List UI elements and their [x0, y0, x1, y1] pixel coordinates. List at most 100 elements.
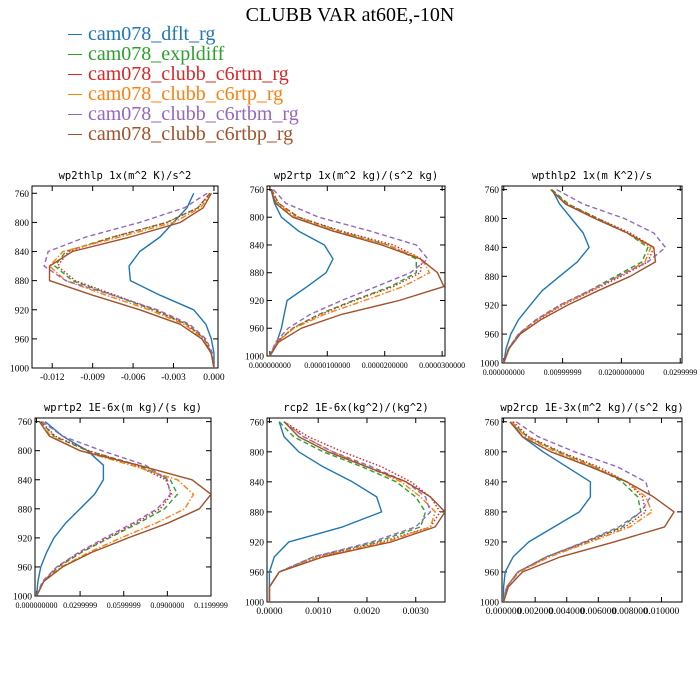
series-line-1-2	[269, 189, 423, 356]
x-tick-label-2-2: 0.0200000000	[598, 368, 644, 377]
series-line-0-4	[43, 192, 215, 368]
legend-label-3: cam078_clubb_c6rtp_rg	[88, 83, 284, 105]
series-line-1-4	[269, 189, 429, 356]
legend-label-1: cam078_expldiff	[88, 43, 225, 65]
series-line-3-2	[35, 421, 173, 596]
series-line-5-3	[502, 421, 653, 602]
x-tick-label-2-3: 0.0299999	[663, 368, 697, 377]
x-tick-label-4-2: 0.0020	[354, 607, 380, 617]
y-tick-label-2-5: 960	[485, 331, 500, 341]
plot-frame-4	[266, 417, 446, 603]
series-line-2-0	[503, 189, 590, 363]
series-line-3-4	[35, 421, 172, 596]
x-tick-label-5-5: 0.010000	[644, 607, 680, 617]
y-tick-label-1-4: 920	[250, 297, 265, 307]
y-tick-label-0-4: 920	[15, 306, 30, 316]
plot-frame-2	[501, 185, 683, 364]
series-line-0-2	[56, 192, 215, 368]
panel-title-5: wp2rcp 1E-3x(m^2 kg)/(s^2 kg)	[500, 402, 683, 414]
plot-frame-5	[501, 417, 683, 603]
series-line-4-5	[268, 421, 445, 602]
legend-swatch-4	[68, 114, 82, 115]
x-tick-label-4-3: 0.0030	[403, 607, 429, 617]
legend-label-2: cam078_clubb_c6rtm_rg	[88, 63, 289, 85]
plot-frame-0	[31, 185, 219, 369]
y-tick-label-4-4: 920	[250, 538, 265, 548]
series-line-1-3	[269, 189, 431, 356]
y-tick-label-0-6: 1000	[10, 365, 29, 375]
x-tick-label-4-0: 0.0000	[256, 607, 282, 617]
y-tick-label-4-1: 800	[250, 448, 265, 458]
y-tick-label-4-2: 840	[250, 478, 265, 488]
series-line-4-3	[268, 421, 436, 602]
y-tick-label-2-2: 840	[485, 244, 500, 254]
series-line-4-1	[268, 421, 427, 602]
x-tick-label-2-0: 0.000000000	[483, 368, 525, 377]
y-tick-label-2-1: 800	[485, 215, 500, 225]
y-tick-label-2-4: 920	[485, 302, 500, 312]
y-tick-label-2-0: 760	[485, 186, 500, 196]
x-tick-label-5-2: 0.004000	[549, 607, 585, 617]
y-tick-label-5-3: 880	[485, 508, 500, 518]
y-tick-label-3-2: 840	[18, 476, 33, 486]
chart-panel-1: wp2rtp 1x(m^2 kg)/(s^2 kg) 760 800 840 880 92…	[245, 170, 465, 370]
y-tick-label-3-1: 800	[18, 447, 33, 457]
y-tick-label-1-0: 760	[250, 186, 265, 196]
series-line-0-5	[48, 192, 215, 368]
legend-swatch-3	[68, 94, 82, 95]
x-tick-label-5-1: 0.002000	[517, 607, 553, 617]
series-line-3-1	[35, 421, 179, 596]
y-tick-label-5-0: 760	[485, 418, 500, 428]
y-tick-label-2-3: 880	[485, 273, 500, 283]
x-tick-label-1-2: 0.0000200000	[362, 361, 408, 370]
series-line-4-2	[268, 421, 441, 602]
legend-label-0: cam078_dflt_rg	[88, 23, 216, 45]
x-tick-label-3-3: 0.0900000	[150, 601, 184, 610]
y-tick-label-0-3: 880	[15, 277, 30, 287]
series-line-4-0	[268, 421, 383, 602]
x-tick-label-1-3: 0.0000300000	[419, 361, 465, 370]
y-tick-label-0-0: 760	[15, 190, 30, 200]
series-line-0-0	[128, 193, 215, 368]
chart-panel-0: wp2thlp 1x(m^2 K)/s^2 760 800 840 880 920 960 1…	[10, 170, 225, 383]
y-tick-label-4-6: 1000	[245, 599, 264, 609]
x-tick-label-3-0: 0.000000000	[15, 601, 57, 610]
y-tick-label-3-5: 960	[18, 563, 33, 573]
plot-frame-3	[34, 417, 212, 597]
y-tick-label-1-1: 800	[250, 214, 265, 224]
panel-title-3: wprtp2 1E-6x(m kg)/(s kg)	[44, 402, 202, 414]
y-tick-label-1-3: 880	[250, 269, 265, 279]
series-line-3-3	[35, 421, 195, 596]
series-line-5-0	[502, 421, 592, 602]
series-line-4-4	[268, 421, 432, 602]
panel-title-1: wp2rtp 1x(m^2 kg)/(s^2 kg)	[274, 170, 438, 182]
y-tick-label-1-5: 960	[250, 325, 265, 335]
series-line-1-5	[269, 189, 445, 356]
series-line-5-2	[502, 421, 647, 602]
panel-title-0: wp2thlp 1x(m^2 K)/s^2	[59, 170, 192, 182]
x-tick-label-0-0: -0.012	[40, 373, 65, 383]
legend-swatch-0	[68, 34, 82, 35]
y-tick-label-5-4: 920	[485, 538, 500, 548]
legend-swatch-2	[68, 74, 82, 75]
y-tick-label-1-6: 1000	[245, 353, 264, 363]
legend-swatch-1	[68, 54, 82, 55]
series-line-3-5	[35, 421, 211, 596]
chart-panel-4: rcp2 1E-6x(kg^2)/(kg^2) 760 800 840 880 920 96…	[245, 402, 446, 617]
x-tick-label-4-1: 0.0010	[305, 607, 331, 617]
x-tick-label-0-4: 0.000	[203, 373, 225, 383]
x-tick-label-0-3: -0.003	[161, 373, 186, 383]
series-line-2-2	[503, 189, 655, 363]
y-tick-label-4-3: 880	[250, 508, 265, 518]
x-tick-label-3-1: 0.0299999	[63, 601, 97, 610]
series-line-0-1	[54, 192, 215, 368]
y-tick-label-5-2: 840	[485, 478, 500, 488]
y-tick-label-3-3: 880	[18, 505, 33, 515]
x-tick-label-5-4: 0.008000	[612, 607, 648, 617]
x-tick-label-1-1: 0.0000100000	[304, 361, 350, 370]
x-tick-label-3-4: 0.1199999	[194, 601, 228, 610]
legend-label-5: cam078_clubb_c6rtbp_rg	[88, 123, 294, 145]
y-tick-label-0-1: 800	[15, 219, 30, 229]
series-line-2-5	[503, 189, 657, 363]
